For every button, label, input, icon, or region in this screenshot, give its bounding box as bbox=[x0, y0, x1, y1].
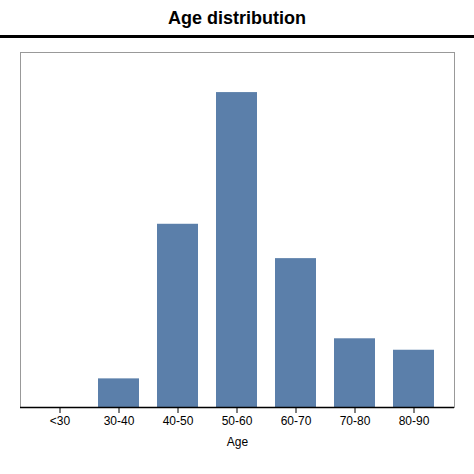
svg-text:40-50: 40-50 bbox=[163, 414, 194, 428]
svg-text:70-80: 70-80 bbox=[340, 414, 371, 428]
svg-text:Age: Age bbox=[227, 435, 249, 449]
svg-text:80-90: 80-90 bbox=[399, 414, 430, 428]
svg-text:<30: <30 bbox=[50, 414, 71, 428]
svg-text:50-60: 50-60 bbox=[222, 414, 253, 428]
svg-text:60-70: 60-70 bbox=[281, 414, 312, 428]
svg-text:30-40: 30-40 bbox=[104, 414, 135, 428]
html-text:Age distribution: Age distribution bbox=[168, 8, 306, 28]
